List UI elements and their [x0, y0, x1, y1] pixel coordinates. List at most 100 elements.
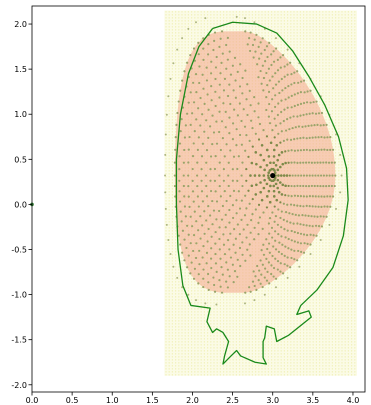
background-grid-dot	[216, 311, 218, 313]
background-grid-dot	[171, 269, 173, 271]
background-grid-dot	[165, 47, 167, 49]
background-grid-dot	[165, 56, 167, 58]
background-grid-dot	[171, 125, 173, 127]
background-grid-dot	[210, 353, 212, 355]
background-grid-dot	[283, 53, 285, 55]
background-grid-dot	[210, 320, 212, 322]
background-grid-dot	[277, 284, 279, 286]
background-grid-dot	[242, 344, 244, 346]
background-grid-dot	[271, 374, 273, 376]
background-grid-dot	[213, 311, 215, 313]
background-grid-dot	[248, 311, 250, 313]
background-grid-dot	[290, 374, 292, 376]
background-grid-dot	[239, 350, 241, 352]
background-grid-dot	[216, 356, 218, 358]
background-grid-dot	[251, 329, 253, 331]
background-grid-dot	[181, 257, 183, 259]
background-grid-dot	[178, 56, 180, 58]
background-grid-dot	[187, 20, 189, 22]
background-grid-dot	[239, 374, 241, 376]
background-grid-dot	[207, 11, 209, 13]
background-grid-dot	[232, 359, 234, 361]
background-grid-dot	[191, 14, 193, 16]
background-grid-dot	[251, 344, 253, 346]
background-grid-dot	[187, 269, 189, 271]
background-grid-dot	[168, 293, 170, 295]
background-grid-dot	[235, 29, 237, 31]
background-grid-dot	[242, 350, 244, 352]
background-grid-dot	[235, 20, 237, 22]
background-grid-dot	[171, 260, 173, 262]
background-grid-dot	[184, 371, 186, 373]
background-grid-dot	[261, 311, 263, 313]
background-grid-dot	[171, 296, 173, 298]
background-grid-dot	[191, 23, 193, 25]
background-grid-dot	[165, 236, 167, 238]
background-grid-dot	[175, 347, 177, 349]
background-grid-dot	[255, 323, 257, 325]
background-grid-dot	[178, 311, 180, 313]
background-grid-dot	[245, 311, 247, 313]
background-grid-dot	[191, 32, 193, 34]
background-grid-dot	[171, 191, 173, 193]
background-grid-dot	[171, 194, 173, 196]
background-grid-dot	[165, 305, 167, 307]
background-grid-dot	[165, 161, 167, 163]
background-grid-dot	[203, 314, 205, 316]
background-grid-dot	[203, 32, 205, 34]
background-grid-dot	[168, 47, 170, 49]
background-grid-dot	[290, 371, 292, 373]
background-grid-dot	[248, 353, 250, 355]
background-grid-dot	[181, 269, 183, 271]
background-grid-dot	[219, 11, 221, 13]
background-grid-dot	[181, 50, 183, 52]
background-grid-dot	[171, 227, 173, 229]
background-grid-dot	[271, 14, 273, 16]
background-grid-dot	[194, 293, 196, 295]
background-grid-dot	[200, 359, 202, 361]
background-grid-dot	[283, 284, 285, 286]
background-grid-dot	[165, 143, 167, 145]
background-grid-dot	[178, 293, 180, 295]
background-grid-dot	[171, 218, 173, 220]
background-grid-dot	[165, 86, 167, 88]
background-grid-dot	[175, 35, 177, 37]
background-grid-dot	[232, 350, 234, 352]
background-grid-dot	[181, 272, 183, 274]
background-grid-dot	[271, 32, 273, 34]
background-grid-dot	[165, 188, 167, 190]
background-grid-dot	[203, 293, 205, 295]
background-grid-dot	[287, 32, 289, 34]
background-grid-dot	[168, 245, 170, 247]
background-grid-dot	[274, 341, 276, 343]
background-grid-dot	[200, 287, 202, 289]
background-grid-dot	[184, 50, 186, 52]
background-grid-dot	[216, 308, 218, 310]
background-grid-dot	[181, 338, 183, 340]
background-grid-dot	[290, 290, 292, 292]
background-grid-dot	[293, 329, 295, 331]
background-grid-dot	[261, 344, 263, 346]
background-grid-dot	[213, 365, 215, 367]
background-grid-dot	[255, 311, 257, 313]
background-grid-dot	[168, 272, 170, 274]
background-grid-dot	[277, 14, 279, 16]
background-grid-dot	[181, 350, 183, 352]
background-grid-dot	[226, 365, 228, 367]
background-grid-dot	[165, 128, 167, 130]
background-grid-dot	[251, 20, 253, 22]
background-grid-dot	[287, 23, 289, 25]
background-grid-dot	[283, 332, 285, 334]
background-grid-dot	[242, 341, 244, 343]
background-grid-dot	[242, 329, 244, 331]
background-grid-dot	[175, 119, 177, 121]
background-grid-dot	[226, 353, 228, 355]
background-grid-dot	[226, 311, 228, 313]
background-grid-dot	[168, 317, 170, 319]
background-grid-dot	[175, 248, 177, 250]
background-grid-dot	[245, 29, 247, 31]
background-grid-dot	[184, 305, 186, 307]
background-grid-dot	[248, 308, 250, 310]
background-grid-dot	[248, 305, 250, 307]
background-grid-dot	[171, 242, 173, 244]
